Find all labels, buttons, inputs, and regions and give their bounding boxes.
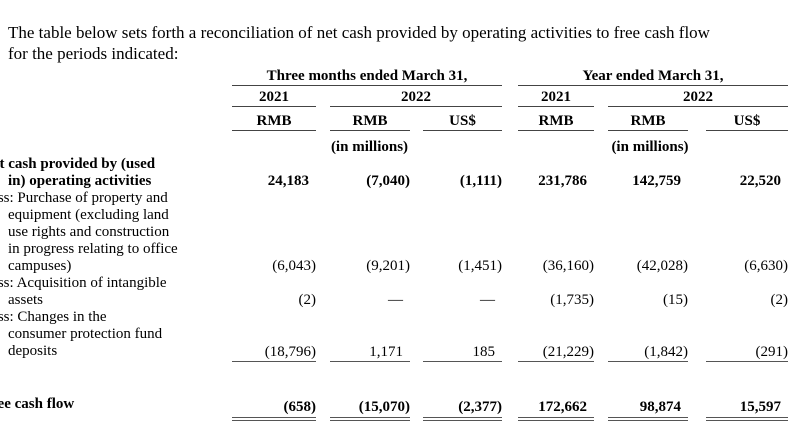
- table-row: RMB RMB US$ RMB RMB US$: [8, 106, 789, 131]
- value-cell: 231,786: [538, 173, 587, 189]
- value-cell: (291): [706, 309, 789, 362]
- table-row: Three months ended March 31, Year ended …: [8, 64, 789, 86]
- currency-header-rmb-2: RMB: [330, 106, 410, 131]
- value-cell: (21,229): [518, 309, 594, 362]
- header-spacer: [232, 131, 316, 157]
- value-cell: 1,171: [330, 309, 410, 362]
- value-cell: (658): [232, 361, 316, 421]
- value-cell: —: [388, 292, 403, 308]
- currency-header-rmb-1: RMB: [232, 106, 316, 131]
- year-header-2022-fy: 2022: [608, 85, 789, 107]
- row-label: Less: Changes in the consumer protection…: [0, 309, 163, 359]
- value-cell: (2): [770, 292, 789, 308]
- header-spacer: [316, 107, 330, 131]
- value-cell: (1,451): [458, 258, 502, 274]
- value-cell: 22,520: [739, 173, 782, 189]
- value-cell: 185: [423, 309, 502, 362]
- value-cell: 172,662: [518, 361, 594, 421]
- value-cell: (15,070): [330, 361, 410, 421]
- header-spacer: [502, 64, 518, 86]
- year-header-2021-q: 2021: [232, 85, 316, 107]
- header-spacer: [316, 86, 330, 107]
- header-spacer: [423, 131, 502, 157]
- header-spacer: [8, 107, 232, 131]
- units-note: (in millions): [330, 139, 409, 155]
- value-cell: (36,160): [542, 258, 594, 274]
- header-spacer: [410, 107, 423, 131]
- currency-header-usd-2: US$: [706, 106, 789, 131]
- col-group-header-year: Year ended March 31,: [518, 64, 789, 86]
- table-row-net-cash: Net cash provided by (used in) operating…: [0, 156, 788, 190]
- table-row: (in millions) (in millions): [8, 131, 788, 157]
- row-label: Net cash provided by (used in) operating…: [0, 156, 156, 189]
- year-header-2022-q: 2022: [330, 85, 502, 107]
- value-cell: 24,183: [267, 173, 309, 189]
- header-spacer: [594, 107, 608, 131]
- row-label: Free cash flow: [0, 395, 75, 412]
- header-spacer: [502, 86, 518, 107]
- header-spacer: [502, 107, 518, 131]
- value-cell: (1,842): [608, 309, 688, 362]
- row-label: Less: Purchase of property and equipment…: [0, 190, 178, 274]
- value-cell: (9,201): [366, 258, 410, 274]
- value-cell: (15): [663, 292, 688, 308]
- header-spacer: [8, 86, 232, 107]
- value-cell: (1,735): [550, 292, 594, 308]
- value-cell: (2): [298, 292, 317, 308]
- year-header-2021-fy: 2021: [518, 85, 594, 107]
- value-cell: 15,597: [706, 361, 789, 421]
- table-row-protection-fund: Less: Changes in the consumer protection…: [0, 309, 789, 362]
- value-cell: (2,377): [423, 361, 502, 421]
- header-spacer: [502, 131, 518, 157]
- header-spacer: [688, 107, 706, 131]
- currency-header-rmb-3: RMB: [518, 106, 594, 131]
- currency-header-usd-1: US$: [423, 106, 502, 131]
- value-cell: (6,043): [272, 258, 316, 274]
- header-spacer: [8, 131, 232, 157]
- header-spacer: [594, 86, 608, 107]
- currency-header-rmb-4: RMB: [608, 106, 688, 131]
- value-cell: 98,874: [608, 361, 688, 421]
- reconciliation-table: Three months ended March 31, Year ended …: [0, 64, 789, 421]
- col-group-header-three-months: Three months ended March 31,: [232, 64, 502, 86]
- value-cell: (7,040): [366, 173, 410, 189]
- row-label: Less: Acquisition of intangible assets: [0, 275, 167, 308]
- value-cell: (42,028): [636, 258, 688, 274]
- header-spacer: [518, 131, 594, 157]
- units-note: (in millions): [611, 139, 689, 155]
- table-row-intangible-assets: Less: Acquisition of intangible assets (…: [0, 275, 789, 309]
- value-cell: (1,111): [459, 173, 502, 189]
- table-row-purchase-ppe: Less: Purchase of property and equipment…: [0, 190, 789, 275]
- table-row-free-cash-flow: Free cash flow (658) (15,070) (2,377) 17…: [0, 361, 789, 421]
- value-cell: —: [480, 292, 495, 308]
- table-row: 2021 2022 2021 2022: [8, 85, 789, 107]
- value-cell: (18,796): [232, 309, 316, 362]
- intro-paragraph: The table below sets forth a reconciliat…: [8, 23, 710, 63]
- header-spacer: [8, 64, 232, 86]
- value-cell: (6,630): [744, 258, 789, 274]
- header-spacer: [706, 131, 788, 157]
- value-cell: 142,759: [632, 173, 681, 189]
